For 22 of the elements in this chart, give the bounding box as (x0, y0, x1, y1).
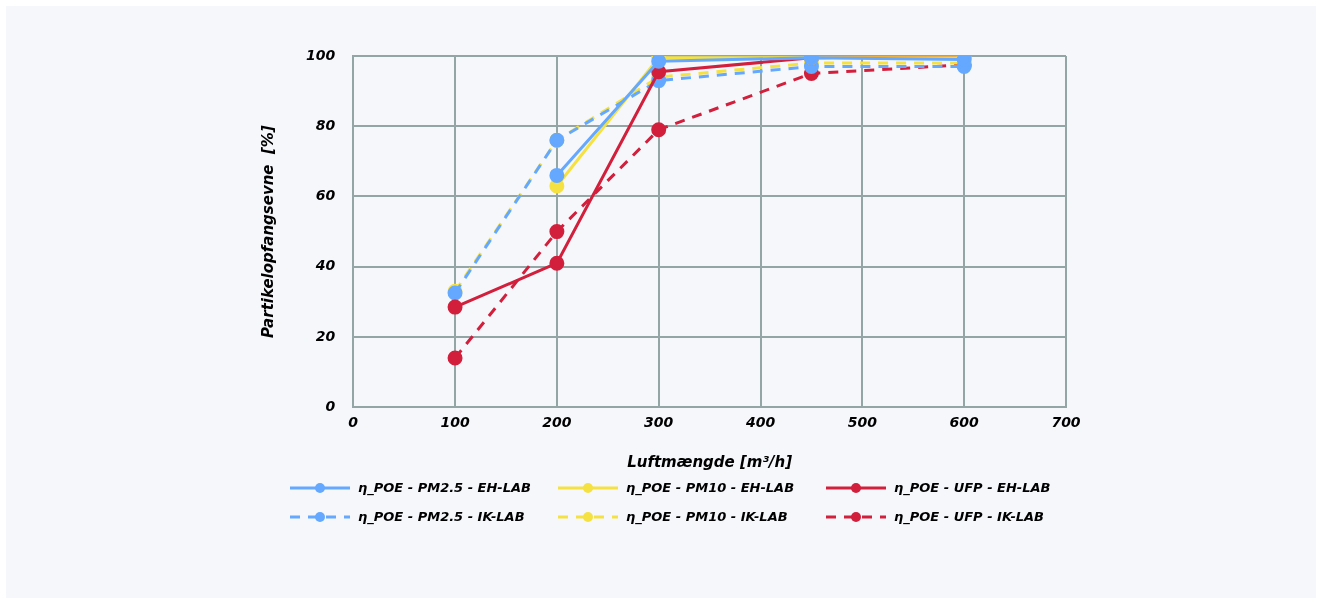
x-tick-label: 600 (949, 414, 980, 431)
y-tick-label: 20 (315, 327, 336, 344)
y-axis-title: Partikelopfangsevne [%] (258, 125, 277, 338)
x-tick-label: 400 (744, 414, 776, 431)
y-tick-label: 0 (325, 397, 336, 414)
legend-label: η_POE - PM10 - IK-LAB (626, 509, 788, 524)
x-tick-label: 700 (1051, 414, 1081, 431)
legend-label: η_POE - UFP - IK-LAB (894, 509, 1045, 524)
x-axis-title: Luftmængde [m³/h] (627, 452, 793, 471)
legend-label: η_POE - PM10 - EH-LAB (626, 480, 795, 495)
x-tick-label: 200 (542, 414, 572, 431)
y-tick-label: 60 (315, 187, 336, 204)
y-tick-label: 80 (315, 116, 336, 133)
x-tick-label: 100 (440, 414, 470, 431)
x-tick-label: 300 (644, 414, 674, 431)
legend-label: η_POE - PM2.5 - IK-LAB (358, 509, 525, 524)
legend-label: η_POE - PM2.5 - EH-LAB (358, 480, 532, 495)
y-tick-label: 100 (305, 46, 336, 63)
x-tick-label: 0 (348, 414, 359, 431)
x-tick-label: 500 (847, 414, 878, 431)
y-tick-label: 40 (314, 257, 336, 274)
legend-label: η_POE - UFP - EH-LAB (894, 480, 1051, 495)
